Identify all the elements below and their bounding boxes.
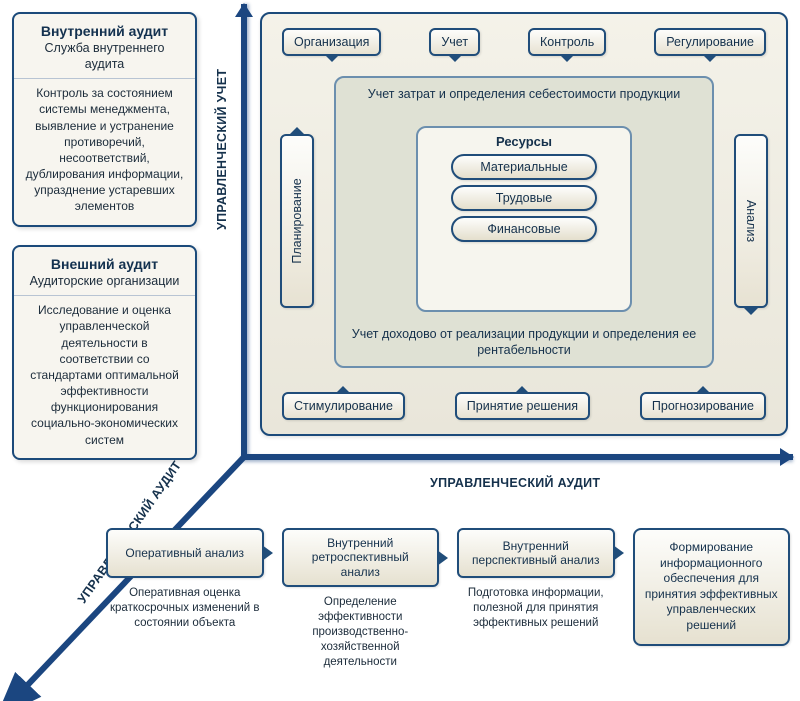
top-tags: Организация Учет Контроль Регулирование [282,28,766,56]
resources-title: Ресурсы [426,134,622,149]
flow-title: Внутренний ретроспективный анализ [282,528,440,587]
tag-control: Контроль [528,28,606,56]
tag-organization: Организация [282,28,381,56]
resource-financial: Финансовые [451,216,597,242]
tag-accounting: Учет [429,28,480,56]
box-body: Исследование и оценка управленческой дея… [24,302,185,448]
flow-step-4: Формирование информационного обеспечения… [633,528,791,670]
tag-decision: Принятие решения [455,392,590,420]
flow-title: Оперативный анализ [106,528,264,578]
analysis-flow: Оперативный анализ Оперативная оценка кр… [106,528,790,670]
flow-title: Формирование информационного обеспечения… [633,528,791,646]
resources-panel: Ресурсы Материальные Трудовые Финансовые [416,126,632,312]
flow-step-1: Оперативный анализ Оперативная оценка кр… [106,528,264,670]
resource-labor: Трудовые [451,185,597,211]
tag-regulation: Регулирование [654,28,766,56]
main-panel: Организация Учет Контроль Регулирование … [260,12,788,436]
tag-forecast: Прогнозирование [640,392,766,420]
axis-x [241,454,793,460]
inner-panel: Учет затрат и определения себестоимости … [334,76,714,368]
bottom-tags: Стимулирование Принятие решения Прогнози… [282,392,766,420]
diagram-root: Внутренний аудит Служба внутреннего ауди… [0,0,800,701]
flow-desc: Определение эффективности производственн… [282,595,440,670]
resource-material: Материальные [451,154,597,180]
flow-step-3: Внутренний перспективный анализ Подготов… [457,528,615,670]
box-external-audit: Внешний аудит Аудиторские организации Ис… [12,245,197,460]
flow-title: Внутренний перспективный анализ [457,528,615,578]
axis-y [241,4,247,458]
flow-desc: Оперативная оценка краткосрочных изменен… [106,586,264,631]
side-tag-planning: Планирование [280,134,314,308]
tag-stimulation: Стимулирование [282,392,405,420]
flow-desc: Подготовка информации, полезной для прин… [457,586,615,631]
box-subtitle: Служба внутреннего аудита [24,41,185,72]
box-body: Контроль за состоянием системы менеджмен… [24,85,185,215]
box-title: Внутренний аудит [24,22,185,41]
flow-step-2: Внутренний ретроспективный анализ Опреде… [282,528,440,670]
inner-title-bottom: Учет доходово от реализации продукции и … [346,326,702,359]
inner-title-top: Учет затрат и определения себестоимости … [346,86,702,102]
box-title: Внешний аудит [24,255,185,274]
box-subtitle: Аудиторские организации [24,274,185,290]
side-tag-analysis: Анализ [734,134,768,308]
axis-label-y: УПРАВЛЕНЧЕСКИЙ УЧЕТ [215,69,229,230]
box-internal-audit: Внутренний аудит Служба внутреннего ауди… [12,12,197,227]
left-column: Внутренний аудит Служба внутреннего ауди… [12,12,197,478]
axis-label-x: УПРАВЛЕНЧЕСКИЙ АУДИТ [430,476,600,490]
